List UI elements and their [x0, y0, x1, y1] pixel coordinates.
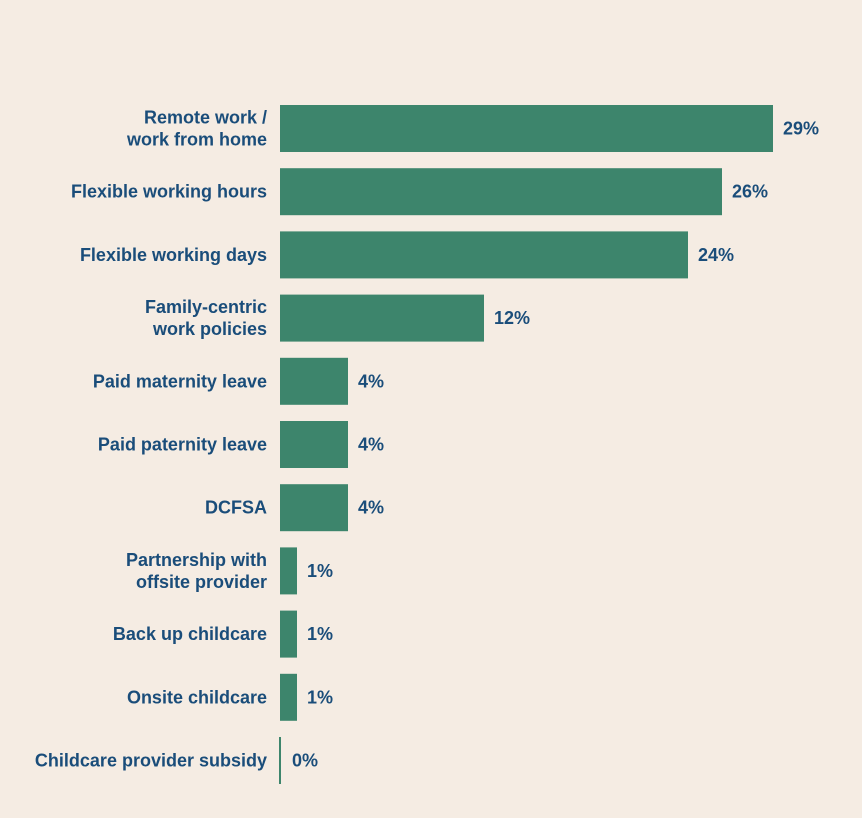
value-labels-group: 29% 26% 24% 12% 4% 4% 4% 1% 1% 1% 0%: [292, 119, 819, 771]
bar: [280, 105, 773, 152]
value-label: 29%: [783, 119, 819, 139]
category-label: Flexible working days: [80, 245, 267, 265]
category-label: Family-centric work policies: [145, 297, 267, 339]
value-label: 1%: [307, 624, 333, 644]
category-label: Paid paternity leave: [98, 435, 267, 455]
bar: [280, 357, 348, 405]
category-label: Back up childcare: [113, 624, 267, 644]
bar: [280, 484, 348, 532]
bar: [280, 547, 297, 595]
bars-group: [280, 105, 773, 721]
value-label: 12%: [494, 308, 530, 328]
bar: [280, 231, 688, 279]
value-label: 1%: [307, 687, 333, 707]
category-label: Remote work / work from home: [126, 108, 267, 150]
value-label: 4%: [358, 435, 384, 455]
category-labels-group: Remote work / work from home Flexible work…: [35, 108, 267, 771]
value-label: 0%: [292, 751, 318, 771]
bar: [280, 610, 297, 658]
category-label: Childcare provider subsidy: [35, 751, 267, 771]
category-label: DCFSA: [205, 498, 267, 518]
category-label: Paid maternity leave: [93, 371, 267, 391]
value-label: 24%: [698, 245, 734, 265]
bar: [280, 294, 484, 342]
value-label: 4%: [358, 371, 384, 391]
value-label: 4%: [358, 498, 384, 518]
bar: [280, 421, 348, 468]
category-label: Partnership with offsite provider: [126, 550, 267, 592]
category-label: Onsite childcare: [127, 687, 267, 707]
bar: [280, 673, 297, 721]
value-label: 26%: [732, 182, 768, 202]
category-label: Flexible working hours: [71, 182, 267, 202]
value-label: 1%: [307, 561, 333, 581]
bar: [280, 168, 722, 216]
